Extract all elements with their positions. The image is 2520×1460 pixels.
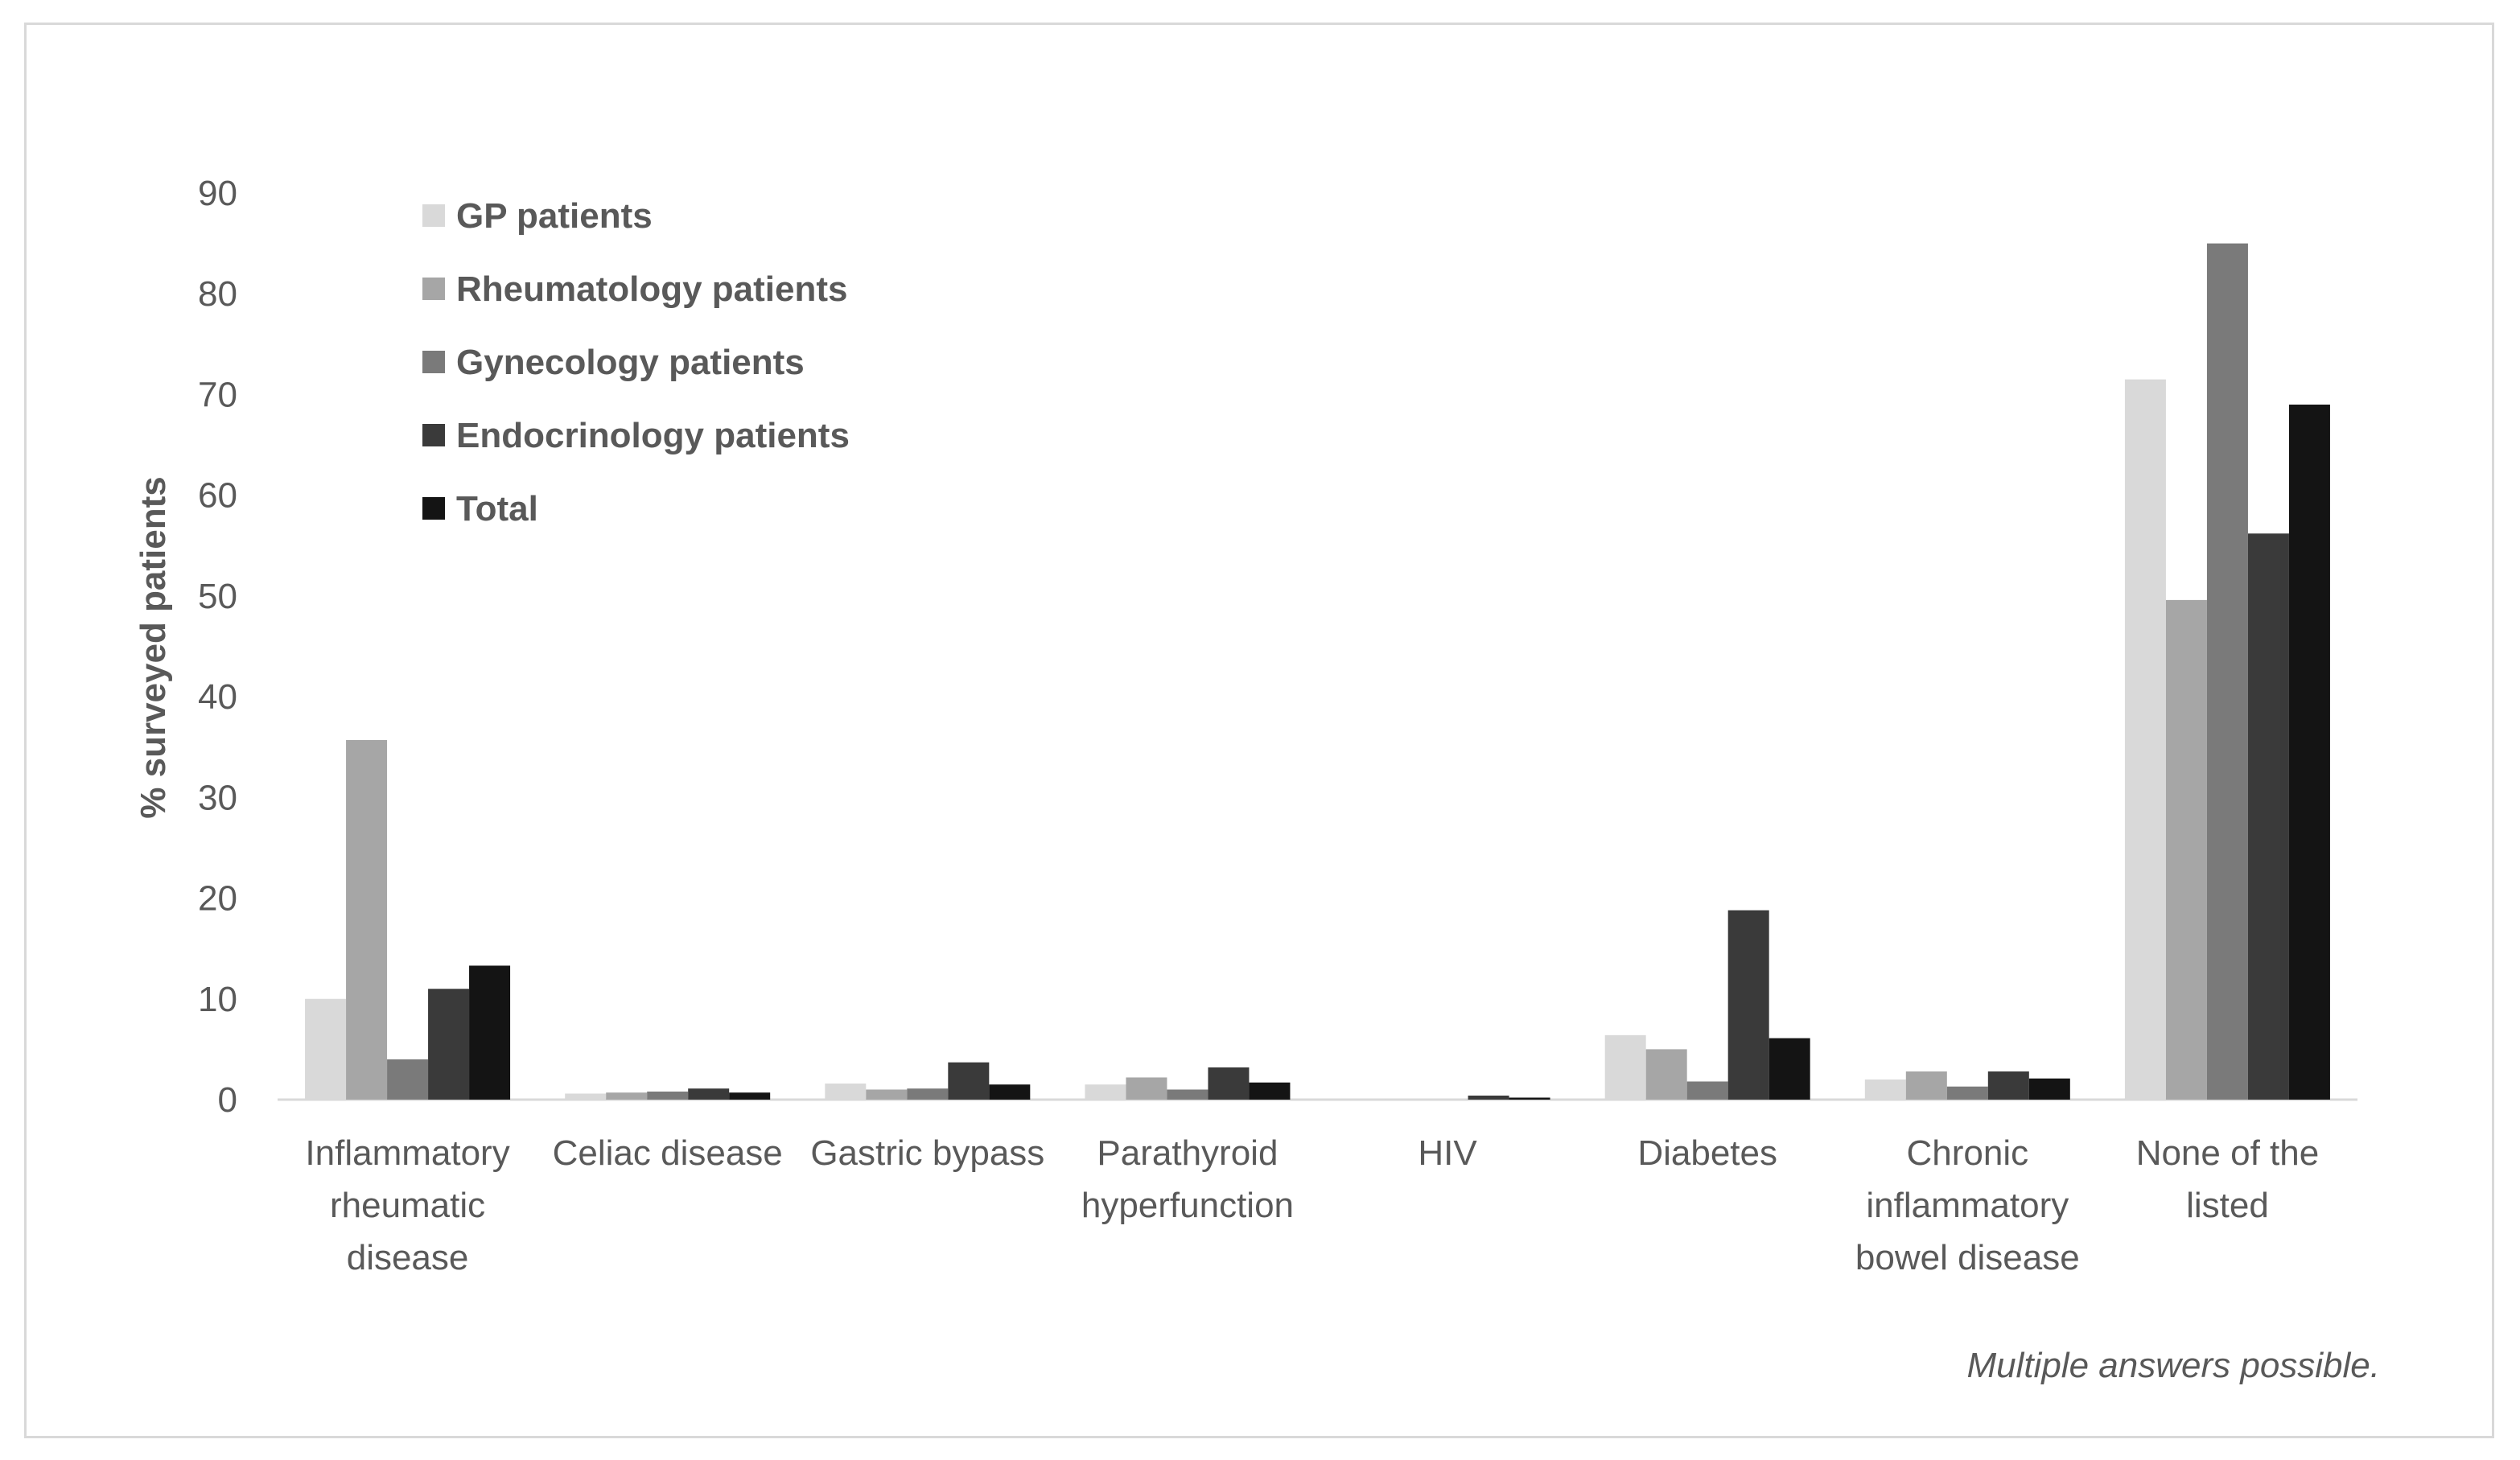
x-tick-label-line: Gastric bypass — [810, 1133, 1044, 1173]
x-tick-label-line: listed — [2186, 1186, 2269, 1225]
x-tick-label-line: None of the — [2136, 1133, 2320, 1173]
bar — [2247, 533, 2289, 1100]
bar — [1905, 1071, 1947, 1100]
bar — [1085, 1084, 1126, 1100]
x-tick-label-line: bowel disease — [1855, 1238, 2080, 1277]
y-axis-label: % surveyed patients — [134, 476, 173, 819]
x-tick-label: Celiac disease — [553, 1133, 783, 1173]
legend-label: Rheumatology patients — [456, 269, 848, 309]
x-tick-label: Gastric bypass — [810, 1133, 1044, 1173]
bar — [346, 739, 388, 1100]
bar — [606, 1092, 648, 1100]
x-tick-label: HIV — [1418, 1133, 1477, 1173]
y-tick-label: 70 — [198, 375, 237, 414]
y-tick-label: 90 — [198, 174, 237, 213]
bar — [387, 1059, 429, 1100]
bar — [825, 1083, 867, 1100]
y-tick-label: 40 — [198, 677, 237, 717]
bar — [948, 1062, 990, 1100]
legend-swatch — [422, 497, 445, 520]
bar — [2124, 379, 2166, 1100]
x-tick-label-line: Celiac disease — [553, 1133, 783, 1173]
bar — [1344, 1098, 1386, 1100]
bar — [1946, 1086, 1988, 1100]
x-tick-label-line: inflammatory — [1866, 1186, 2069, 1225]
chart-frame — [24, 23, 2494, 1438]
bar — [1645, 1049, 1687, 1100]
bar — [1167, 1089, 1209, 1100]
legend-label: Endocrinology patients — [456, 416, 850, 455]
bar — [907, 1088, 949, 1100]
x-tick-label: Parathyroid hyperfunction — [1081, 1133, 1294, 1225]
x-tick-label: Chronic inflammatory bowel disease — [1855, 1133, 2080, 1277]
legend-swatch — [422, 351, 445, 373]
bar — [1686, 1081, 1728, 1100]
legend-swatch — [422, 278, 445, 300]
legend-label: Total — [456, 489, 538, 528]
y-tick-label: 0 — [218, 1080, 237, 1120]
bar — [1604, 1034, 1646, 1100]
x-tick-label: Diabetes — [1637, 1133, 1777, 1173]
bar — [1727, 910, 1769, 1100]
legend-label: Gynecology patients — [456, 343, 805, 382]
bar — [1864, 1079, 1906, 1100]
x-tick-label: None of the listed — [2136, 1133, 2320, 1225]
bar — [688, 1088, 730, 1100]
x-tick-label: Inflammatory rheumatic disease — [305, 1133, 509, 1277]
x-tick-label-line: Chronic — [1907, 1133, 2029, 1173]
bar — [647, 1091, 689, 1100]
bar — [565, 1093, 607, 1100]
bar — [1249, 1082, 1291, 1100]
x-tick-label-line: HIV — [1418, 1133, 1477, 1173]
bar — [1769, 1038, 1810, 1100]
bar — [989, 1084, 1031, 1100]
bar — [1509, 1097, 1550, 1100]
x-tick-label-line: disease — [347, 1238, 469, 1277]
bar — [1208, 1067, 1250, 1100]
bar — [2165, 599, 2207, 1100]
x-tick-label-line: Inflammatory — [305, 1133, 509, 1173]
bar — [1126, 1077, 1167, 1100]
bar — [729, 1092, 771, 1100]
bar — [2028, 1078, 2070, 1100]
x-tick-label-line: rheumatic — [330, 1186, 485, 1225]
x-tick-label-line: Diabetes — [1637, 1133, 1777, 1173]
y-tick-label: 10 — [198, 980, 237, 1019]
chart-annotation: Multiple answers possible. — [1966, 1346, 2380, 1385]
bar — [2288, 404, 2330, 1100]
y-tick-label: 50 — [198, 577, 237, 616]
x-tick-label-line: Parathyroid — [1097, 1133, 1278, 1173]
y-tick-label: 30 — [198, 778, 237, 817]
bar — [428, 989, 470, 1100]
bar — [469, 965, 511, 1100]
bar — [1987, 1071, 2029, 1100]
bar — [1468, 1095, 1509, 1100]
bar — [866, 1089, 908, 1100]
y-tick-label: 20 — [198, 879, 237, 919]
legend-label: GP patients — [456, 196, 653, 236]
y-tick-label: 80 — [198, 274, 237, 314]
y-tick-label: 60 — [198, 476, 237, 516]
bar — [2206, 243, 2248, 1100]
legend-swatch — [422, 424, 445, 446]
legend-swatch — [422, 204, 445, 227]
x-tick-label-line: hyperfunction — [1081, 1186, 1294, 1225]
bar — [305, 998, 347, 1100]
